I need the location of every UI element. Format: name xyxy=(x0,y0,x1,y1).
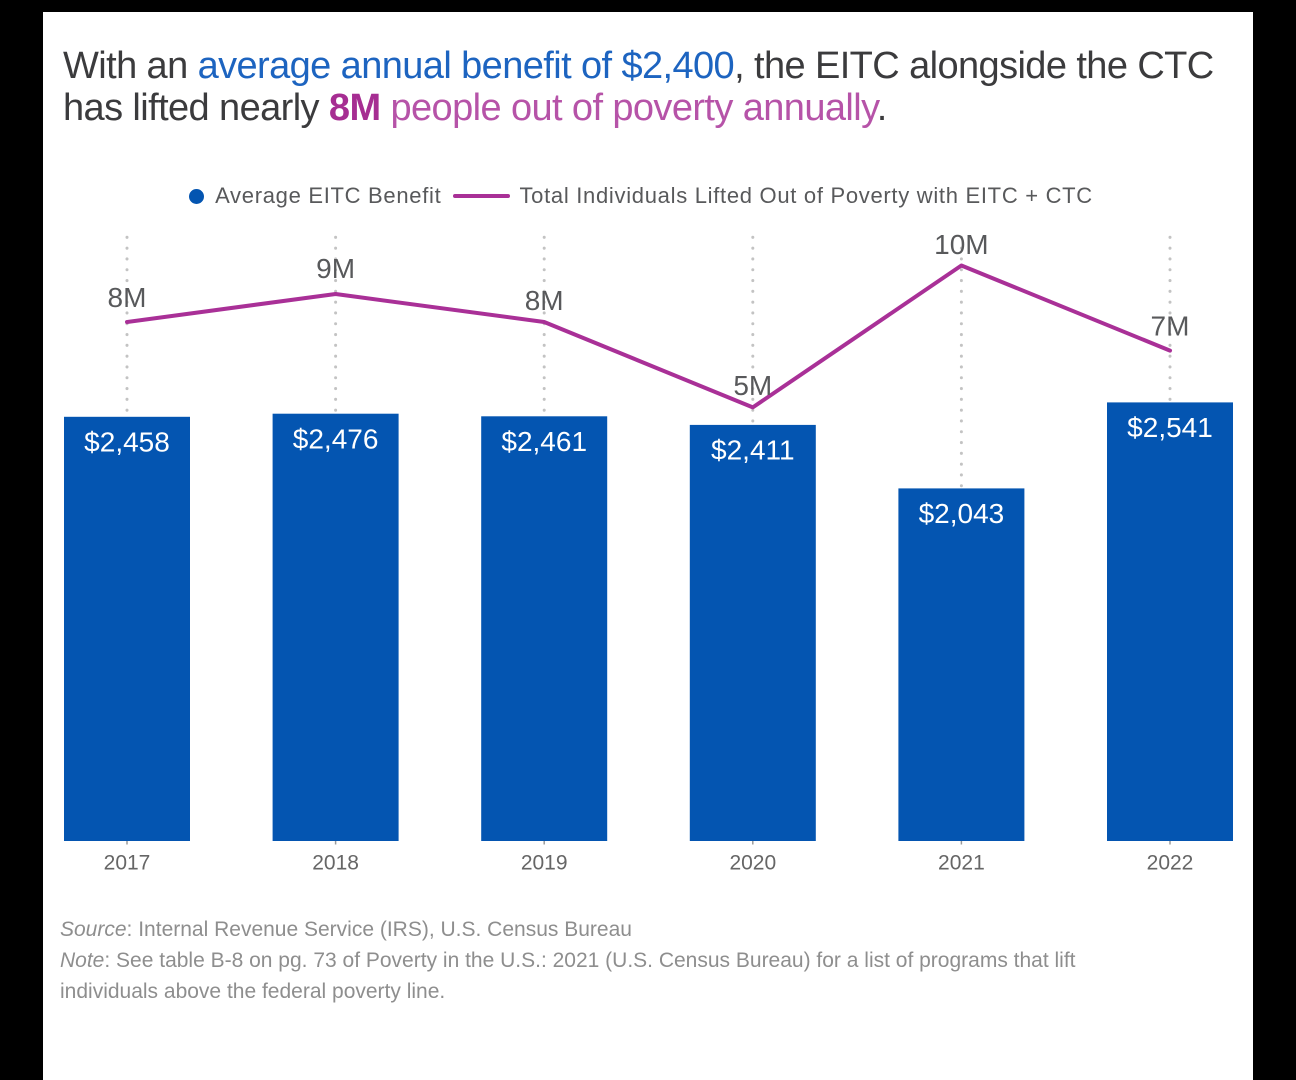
svg-text:7M: 7M xyxy=(1151,311,1190,342)
svg-text:2021: 2021 xyxy=(938,852,985,875)
svg-text:9M: 9M xyxy=(316,253,355,284)
svg-text:$2,476: $2,476 xyxy=(293,424,379,455)
svg-text:8M: 8M xyxy=(525,285,564,316)
svg-text:$2,461: $2,461 xyxy=(501,426,587,457)
svg-text:10M: 10M xyxy=(934,229,988,260)
svg-text:2018: 2018 xyxy=(312,852,359,875)
svg-text:$2,458: $2,458 xyxy=(84,427,170,458)
svg-text:5M: 5M xyxy=(733,370,772,401)
svg-text:2017: 2017 xyxy=(104,852,151,875)
svg-text:2020: 2020 xyxy=(729,852,776,875)
svg-text:$2,541: $2,541 xyxy=(1127,412,1213,443)
svg-text:$2,411: $2,411 xyxy=(711,435,795,466)
svg-text:$2,043: $2,043 xyxy=(919,498,1005,529)
svg-text:2022: 2022 xyxy=(1147,852,1194,875)
svg-text:2019: 2019 xyxy=(521,852,568,875)
svg-text:8M: 8M xyxy=(108,282,147,313)
